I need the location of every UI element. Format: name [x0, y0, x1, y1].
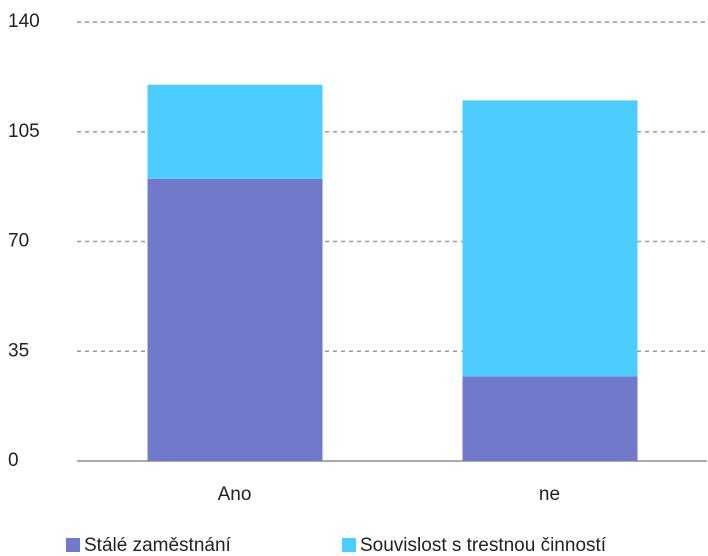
legend-label: Souvislost s trestnou činností: [360, 535, 607, 556]
y-tick-label: 140: [8, 11, 40, 32]
x-tick-label: ne: [539, 484, 560, 505]
y-tick-label: 70: [8, 231, 29, 252]
x-tick-label: Ano: [218, 484, 252, 505]
legend-swatch: [342, 538, 356, 552]
legend-label: Stálé zaměstnání: [84, 535, 232, 556]
y-tick-label: 35: [8, 340, 29, 361]
legend-swatch: [66, 538, 80, 552]
y-tick-label: 105: [8, 121, 40, 142]
y-tick-label: 0: [8, 450, 19, 471]
bar-segment: [462, 376, 638, 461]
bar-segment: [462, 100, 638, 377]
bar-segment: [147, 84, 323, 179]
bar-segment: [147, 178, 323, 462]
